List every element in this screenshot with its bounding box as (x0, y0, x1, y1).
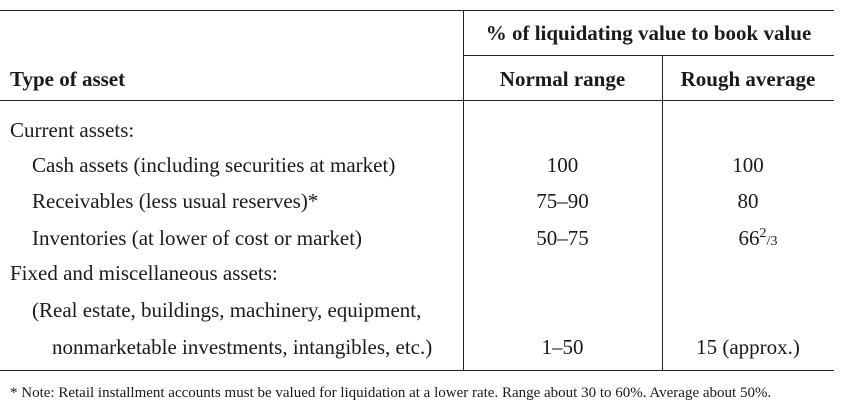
row-label-current-assets: Current assets: (10, 118, 135, 142)
inventories-avg-whole: 66 (738, 226, 760, 250)
cell-fixed-range: 1–50 (541, 335, 584, 359)
column-header-rough-average: Rough average (680, 67, 816, 91)
cell-inventories-range: 50–75 (536, 226, 589, 250)
row-label-cash: Cash assets (including securities at mar… (32, 153, 396, 177)
cell-fixed-avg: 15 (approx.) (696, 335, 800, 359)
receivables-label-text: Receivables (less usual reserves)* (32, 189, 319, 213)
cell-inventories-avg: 662/3 (738, 226, 778, 250)
header-group-title: % of liquidating value to book value (485, 21, 812, 45)
row-label-fixed-assets: Fixed and miscellaneous assets: (10, 261, 278, 285)
column-header-type: Type of asset (10, 67, 126, 91)
column-divider-2 (662, 55, 663, 370)
table-bottom-rule (0, 370, 834, 371)
inventories-avg-denominator: 3 (770, 234, 778, 249)
column-divider-1 (463, 10, 464, 370)
header-bottom-rule (0, 100, 834, 101)
row-label-inventories: Inventories (at lower of cost or market) (32, 226, 363, 250)
cell-receivables-range: 75–90 (536, 189, 589, 213)
column-header-normal-range: Normal range (499, 67, 626, 91)
cell-cash-range: 100 (546, 153, 579, 177)
row-label-fixed-detail-2: nonmarketable investments, intangibles, … (52, 335, 433, 359)
row-label-fixed-detail-1: (Real estate, buildings, machinery, equi… (32, 298, 422, 322)
row-label-receivables: Receivables (less usual reserves)* (32, 189, 318, 213)
subheader-rule (463, 55, 834, 56)
footnote: * Note: Retail installment accounts must… (10, 385, 772, 401)
inventories-avg-numerator: 2 (759, 226, 767, 241)
cell-receivables-avg: 80 (737, 189, 759, 213)
cell-cash-avg: 100 (732, 153, 764, 177)
top-rule (0, 10, 834, 11)
